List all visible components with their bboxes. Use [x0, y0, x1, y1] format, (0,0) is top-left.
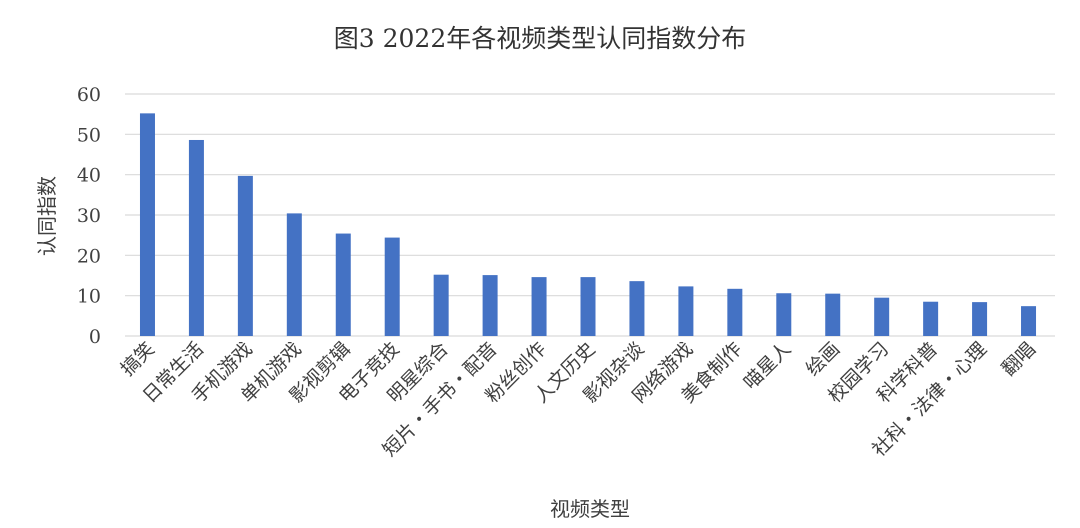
y-tick-label: 40 — [77, 165, 101, 187]
bar — [923, 301, 939, 336]
x-tick-label: 搞笑 — [117, 338, 159, 380]
bar — [580, 277, 596, 336]
y-tick-label: 0 — [89, 326, 101, 348]
bar — [972, 302, 988, 336]
x-tick-label: 翻唱 — [998, 338, 1040, 380]
bar — [335, 233, 351, 336]
x-tick-label: 喵星人 — [739, 338, 795, 394]
bar — [678, 286, 694, 336]
bar — [384, 237, 400, 336]
bar — [874, 297, 890, 336]
bars — [139, 113, 1037, 336]
y-tick-label: 30 — [77, 205, 101, 227]
bar — [433, 274, 449, 336]
bar — [286, 213, 302, 336]
y-tick-label: 50 — [77, 124, 101, 146]
y-axis-ticks: 0 10 20 30 40 50 60 — [77, 84, 101, 348]
bar — [776, 293, 792, 336]
y-axis-label: 认同指数 — [35, 176, 59, 256]
bar — [1021, 306, 1037, 336]
y-tick-label: 20 — [77, 245, 101, 267]
bar — [531, 277, 547, 336]
bar — [188, 139, 204, 336]
chart-title: 图3 2022年各视频类型认同指数分布 — [334, 24, 746, 53]
bar — [629, 281, 645, 336]
gridlines — [125, 93, 1055, 337]
bar — [482, 275, 498, 336]
x-tick-label: 绘画 — [802, 338, 844, 380]
x-axis-ticks: 搞笑日常生活手机游戏单机游戏影视剪辑电子竞技明星综合短片・手书・配音粉丝创作人文… — [117, 338, 1040, 461]
x-axis-label: 视频类型 — [550, 497, 630, 521]
bar — [237, 175, 253, 336]
bar — [825, 293, 841, 336]
bar — [139, 113, 155, 336]
y-tick-label: 60 — [77, 84, 101, 106]
bar — [727, 288, 743, 336]
y-tick-label: 10 — [77, 286, 101, 308]
